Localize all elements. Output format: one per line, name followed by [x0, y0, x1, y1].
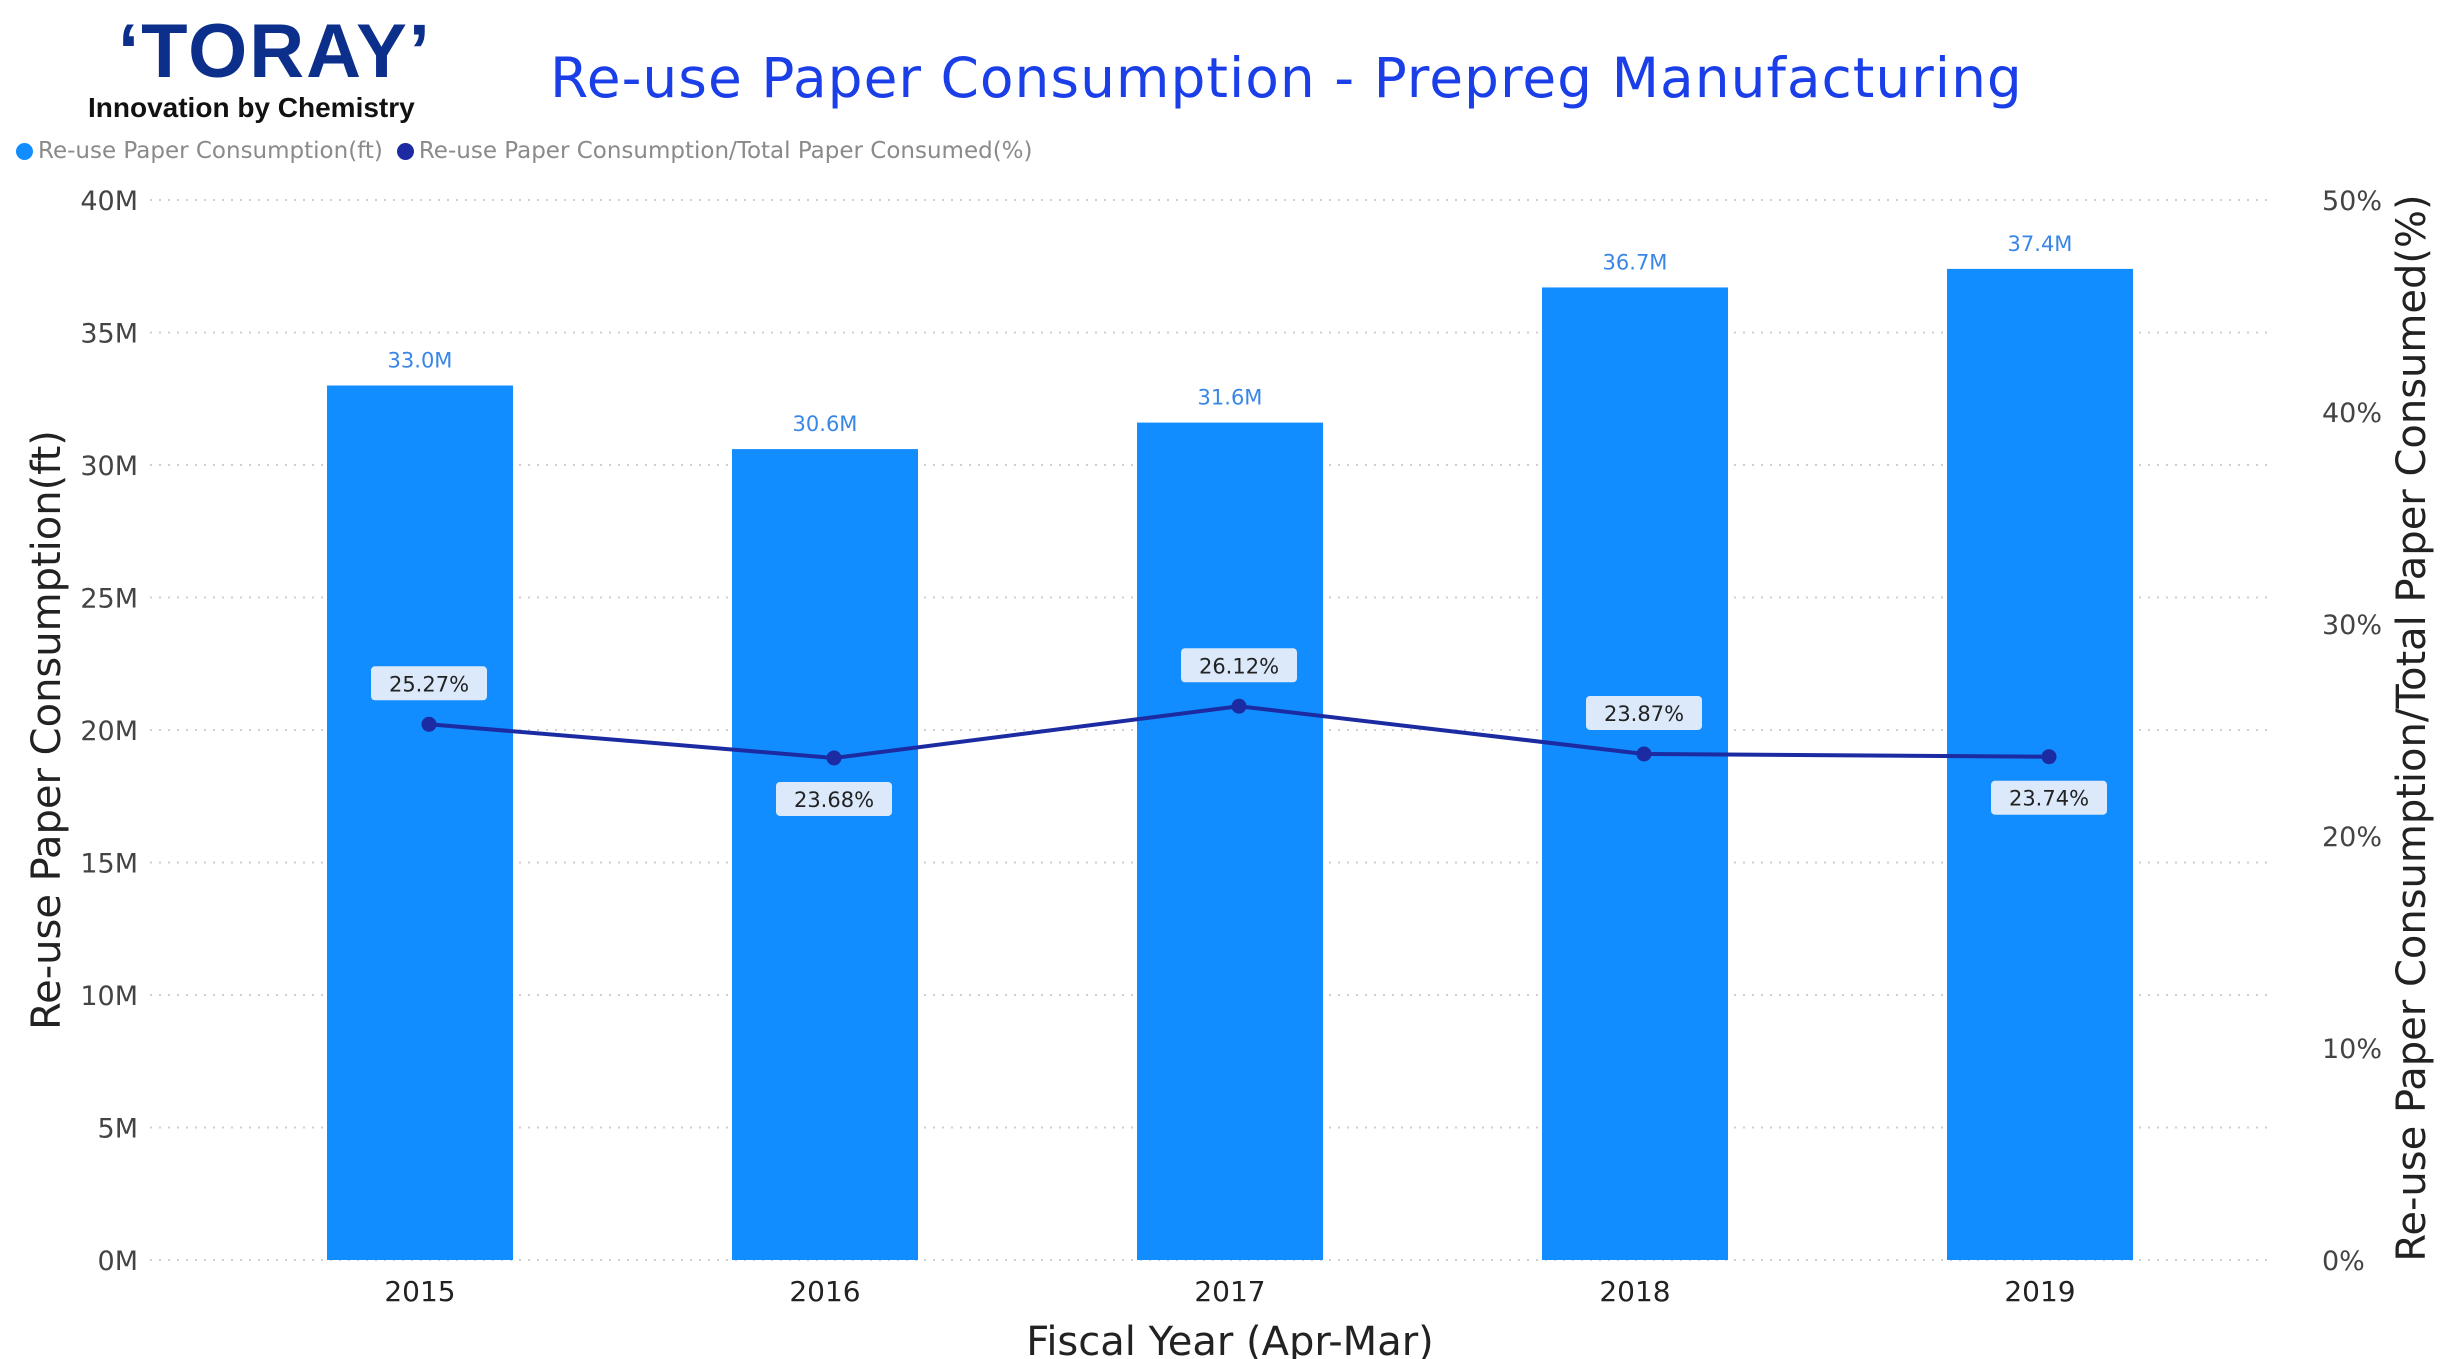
- y-axis-ticks: 0M 5M 10M 15M 20M 25M 30M 35M 40M: [80, 186, 138, 1277]
- legend-item-line[interactable]: Re-use Paper Consumption/Total Paper Con…: [396, 138, 1033, 164]
- bar-data-label: 37.4M: [2008, 232, 2073, 256]
- x-tick-label: 2019: [2004, 1275, 2075, 1308]
- line-label-box: [1181, 648, 1297, 683]
- x-tick-label: 2017: [1194, 1275, 1265, 1308]
- y-tick-label: 25M: [80, 584, 138, 615]
- y-tick-label: 30M: [80, 451, 138, 482]
- bar[interactable]: [327, 385, 513, 1261]
- chart-title: Re-use Paper Consumption - Prepreg Manuf…: [550, 46, 2023, 110]
- y-tick-label: 20M: [80, 716, 138, 747]
- line-point[interactable]: [1231, 698, 1247, 714]
- y-tick-label: 15M: [80, 849, 138, 880]
- bar[interactable]: [732, 449, 918, 1261]
- legend-label-line: Re-use Paper Consumption/Total Paper Con…: [418, 138, 1033, 164]
- line-label-box: [371, 666, 487, 701]
- x-tick-label: 2018: [1599, 1275, 1670, 1308]
- bar-data-labels: 33.0M 30.6M 31.6M 36.7M 37.4M: [388, 232, 2073, 436]
- legend-label-bar: Re-use Paper Consumption(ft): [38, 138, 383, 164]
- y-tick-label: 35M: [80, 319, 138, 350]
- y-tick-label: 0M: [98, 1246, 138, 1277]
- y-tick-label: 5M: [98, 1114, 138, 1145]
- line-data-label: 23.68%: [794, 788, 874, 812]
- y2-tick-label: 0%: [2322, 1246, 2365, 1277]
- y2-tick-label: 20%: [2322, 822, 2382, 853]
- y-axis-title: Re-use Paper Consumption(ft): [24, 430, 70, 1030]
- chart-legend: Re-use Paper Consumption(ft) Re-use Pape…: [16, 138, 1047, 164]
- legend-swatch-bar: [16, 142, 33, 160]
- line-point[interactable]: [2041, 749, 2057, 765]
- x-tick-label: 2016: [789, 1275, 860, 1308]
- line-data-label: 23.74%: [2009, 787, 2089, 811]
- line-data-label: 23.87%: [1604, 702, 1684, 726]
- bar-series: [327, 268, 2133, 1261]
- y2-axis-ticks: 0% 10% 20% 30% 40% 50%: [2322, 186, 2382, 1277]
- bar-data-label: 31.6M: [1198, 386, 1263, 410]
- legend-item-bar[interactable]: Re-use Paper Consumption(ft): [16, 138, 383, 164]
- bar-data-label: 36.7M: [1603, 250, 1668, 274]
- y2-tick-label: 30%: [2322, 610, 2382, 641]
- y2-tick-label: 40%: [2322, 398, 2382, 429]
- bar[interactable]: [1137, 422, 1323, 1261]
- toray-logo: ‘TORAY’ Innovation by Chemistry: [88, 8, 448, 128]
- x-axis-title: Fiscal Year (Apr-Mar): [1026, 1319, 1434, 1359]
- line-data-label: 25.27%: [389, 672, 469, 696]
- y-tick-label: 40M: [80, 186, 138, 217]
- legend-swatch-line: [396, 142, 414, 160]
- y2-axis-title: Re-use Paper Consumption/Total Paper Con…: [2389, 194, 2435, 1261]
- line-label-box: [1586, 695, 1702, 730]
- line-label-box: [1991, 780, 2107, 815]
- bar[interactable]: [1542, 287, 1728, 1260]
- logo-tagline: Innovation by Chemistry: [88, 92, 415, 123]
- logo-wordmark: ‘TORAY’: [118, 9, 432, 94]
- line-data-label: 26.12%: [1199, 654, 1279, 678]
- x-tick-label: 2015: [384, 1275, 455, 1308]
- line-point[interactable]: [826, 750, 842, 766]
- line-point[interactable]: [421, 716, 437, 732]
- line-label-box: [776, 781, 892, 816]
- line-point[interactable]: [1636, 746, 1652, 762]
- y2-tick-label: 50%: [2322, 186, 2382, 217]
- line-series: 25.27% 23.68% 26.12% 23.87% 23.74%: [371, 648, 2107, 816]
- bar-data-label: 33.0M: [388, 349, 453, 373]
- bar-data-label: 30.6M: [793, 412, 858, 436]
- y-tick-label: 10M: [80, 981, 138, 1012]
- y2-tick-label: 10%: [2322, 1034, 2382, 1065]
- bar[interactable]: [1947, 268, 2133, 1260]
- x-axis-ticks: 2015 2016 2017 2018 2019: [384, 1275, 2075, 1308]
